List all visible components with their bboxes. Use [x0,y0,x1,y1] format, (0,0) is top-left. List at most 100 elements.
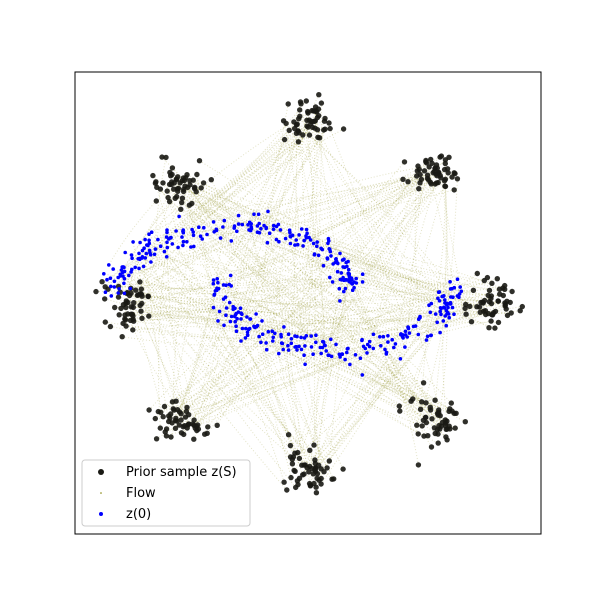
z0-point [428,310,433,315]
prior-sample-point [326,120,332,126]
z0-point [334,257,338,262]
z0-point [439,306,443,311]
flow-trajectory [240,126,309,314]
z0-point [141,264,146,269]
flow-trajectory [303,181,431,242]
z0-point [234,311,238,316]
prior-sample-point [172,425,179,431]
z0-point [217,309,222,314]
prior-sample-point [444,437,450,443]
z0-point [216,280,220,285]
prior-sample-point [173,398,179,404]
prior-sample-point [174,407,181,413]
flow-trajectory [316,353,322,479]
z0-point [367,344,372,349]
prior-layer [93,92,525,496]
z0-point [234,329,239,334]
flow-trajectory [313,305,506,355]
z0-point [271,335,276,340]
z0-point [304,235,309,240]
flow-trajectory [110,326,298,339]
z0-point [274,237,279,242]
prior-sample-point [127,317,134,324]
flow-trajectory [241,109,301,315]
prior-sample-point [119,334,125,340]
prior-sample-point [414,422,420,428]
prior-sample-point [296,455,303,462]
prior-sample-point [131,300,137,306]
flow-layer [95,94,523,493]
flow-trajectory [132,240,150,320]
flow-trajectory [210,179,321,348]
z0-point [294,238,299,242]
z0-point [143,256,148,260]
prior-sample-point [488,300,495,307]
z0-point [107,263,111,267]
z0-point [131,240,135,244]
flow-trajectory [213,221,443,423]
z0-point [234,324,238,329]
prior-sample-point [118,305,124,312]
z0-point [288,241,293,246]
flow-trajectory [258,103,289,337]
z0-point [302,353,306,358]
z0-point [235,316,239,321]
flow-trajectory [143,247,427,424]
prior-sample-point [425,433,431,439]
z0-point [339,271,344,275]
z0-point [271,339,275,343]
prior-sample-point [191,436,197,442]
z0-point [297,233,301,237]
prior-sample-point [195,422,201,428]
flow-trajectory [266,228,493,316]
flow-trajectory [444,163,447,308]
flow-trajectory [297,244,427,418]
z0-point [211,220,216,224]
z0-point [147,232,151,236]
z0-point [360,338,364,343]
z0-point [218,236,223,240]
z0-point [328,275,332,280]
z0-point [265,240,270,245]
prior-sample-point [423,159,429,165]
z0-point [411,324,416,329]
prior-sample-point [130,327,136,333]
z0-point [211,305,216,310]
prior-sample-point [419,399,425,405]
z0-point [363,346,368,351]
z0-point [398,357,403,361]
flow-trajectory [304,186,446,347]
prior-sample-point [417,406,424,412]
z0-point [271,227,276,232]
flow-trajectory [189,184,357,284]
prior-sample-point [428,444,435,450]
z0-point [360,280,365,284]
flow-trajectory [125,308,234,321]
flow-trajectory [130,253,315,289]
prior-sample-point [102,296,108,302]
z0-point [365,351,369,355]
z0-point [252,324,256,329]
z0-point [337,352,342,357]
z0-point [228,319,233,324]
prior-sample-point [153,198,159,204]
z0-point [176,245,180,250]
flow-trajectory [141,213,259,290]
prior-sample-point [285,101,291,107]
prior-sample-point [208,177,214,183]
prior-sample-point [112,304,118,311]
z0-point [122,291,127,296]
z0-point [360,373,365,377]
prior-sample-point [437,172,443,179]
flow-trajectory [328,238,470,307]
prior-sample-point [284,487,290,493]
prior-sample-point [488,293,494,299]
z0-point [386,340,390,344]
flow-trajectory [294,281,350,472]
prior-sample-point [173,176,179,183]
z0-point [342,289,346,294]
flow-trajectory [122,336,288,348]
prior-sample-point [293,484,299,491]
z0-point [236,222,241,226]
